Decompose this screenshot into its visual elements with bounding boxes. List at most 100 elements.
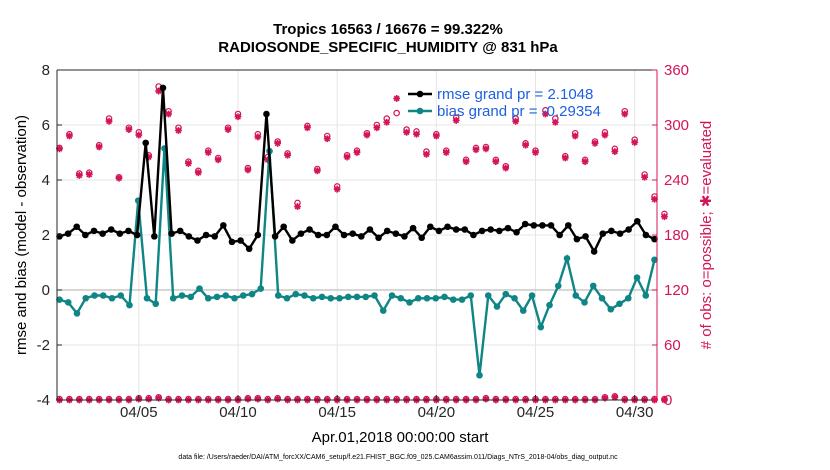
evaluated-obs-marker — [155, 87, 163, 95]
rmse-point — [616, 230, 624, 237]
evaluated-obs-marker — [115, 174, 123, 182]
bias-point — [99, 292, 107, 299]
evaluated-obs-marker — [85, 171, 93, 178]
bias-point — [169, 294, 177, 302]
rmse-point — [599, 230, 607, 237]
evaluated-obs-marker — [432, 132, 440, 140]
bias-point — [554, 282, 562, 290]
footnote: data file: /Users/raeder/DAI/ATM_forcXX/… — [178, 454, 618, 461]
bias-point — [301, 292, 308, 299]
evaluated-obs-marker — [323, 135, 331, 143]
bias-point — [598, 294, 606, 302]
y-tick-label: 4 — [42, 172, 50, 189]
evaluated-obs-marker — [452, 117, 460, 124]
evaluated-obs-marker — [125, 126, 133, 133]
bias-point — [406, 299, 413, 306]
rmse-point — [392, 230, 400, 237]
bias-point — [336, 294, 343, 302]
evaluated-obs-marker — [224, 126, 232, 133]
rmse-point — [375, 234, 382, 242]
rmse-point — [427, 223, 434, 231]
bias-point — [581, 299, 588, 306]
y-tick-label: -2 — [37, 337, 50, 354]
bias-point — [624, 294, 632, 302]
bias-point — [126, 301, 133, 309]
rmse-point — [452, 226, 460, 233]
evaluated-obs-marker — [611, 393, 619, 401]
rmse-point — [116, 230, 124, 237]
bias-point — [537, 323, 545, 331]
rmse-point — [495, 227, 503, 235]
rmse-point — [237, 237, 244, 244]
evaluated-obs-marker — [383, 118, 391, 126]
evaluated-obs-marker — [482, 145, 490, 153]
plot-area: 04/05 04/10 04/15 04/20 04/25 04/30 -4 -2 0 2 4 6 8 0… — [37, 62, 689, 421]
rmse-point — [73, 223, 81, 231]
evaluated-obs-marker — [542, 110, 549, 118]
evaluated-obs-marker — [631, 139, 639, 146]
evaluated-obs-marker — [601, 394, 609, 402]
bias-point — [257, 285, 265, 292]
rmse-point — [444, 223, 451, 231]
bias-point — [414, 294, 422, 302]
bias-point — [449, 296, 457, 303]
evaluated-obs-marker — [105, 117, 113, 125]
evaluated-obs-marker — [244, 166, 252, 174]
evaluated-obs-marker — [353, 149, 361, 156]
chart-title-line-2: RADIOSONDE_SPECIFIC_HUMIDITY @ 831 hPa — [218, 39, 558, 56]
evaluated-obs-marker — [492, 158, 500, 166]
rmse-point — [461, 226, 469, 233]
rmse-point — [202, 231, 210, 239]
bias-point — [502, 290, 510, 298]
rmse-point — [383, 227, 391, 235]
evaluated-obs-marker — [155, 394, 163, 402]
legend-label: bias grand pr = -0.29354 — [437, 103, 601, 120]
evaluated-obs-marker — [403, 128, 410, 136]
rmse-point — [194, 237, 201, 244]
bias-point — [231, 294, 238, 302]
rmse-point — [608, 227, 615, 235]
rmse-point — [228, 238, 236, 246]
rmse-point — [82, 231, 89, 239]
rmse-point — [530, 222, 538, 229]
rmse-point — [564, 222, 572, 229]
bias-point — [213, 293, 221, 301]
evaluated-obs-marker — [363, 131, 371, 139]
x-tick-label: 04/05 — [120, 404, 158, 421]
evaluated-obs-marker — [373, 124, 381, 132]
y2-tick-label: 60 — [664, 337, 681, 354]
rmse-point — [133, 231, 141, 239]
rmse-point — [358, 233, 365, 240]
evaluated-obs-marker — [601, 131, 609, 139]
evaluated-obs-marker — [393, 95, 401, 102]
rmse-line — [59, 87, 656, 255]
bias-point — [397, 294, 405, 302]
evaluated-obs-marker — [185, 160, 192, 167]
x-tick-label: 04/25 — [517, 404, 555, 421]
evaluated-obs-marker — [194, 169, 202, 177]
evaluated-obs-marker — [512, 117, 520, 125]
bias-point — [642, 292, 650, 299]
rmse-point — [332, 223, 339, 231]
evaluated-obs-marker — [472, 146, 480, 154]
bias-point — [616, 300, 623, 308]
rmse-point — [220, 222, 227, 229]
evaluated-obs-marker — [165, 110, 172, 118]
rmse-point — [64, 230, 72, 237]
rmse-point — [633, 217, 641, 225]
evaluated-obs-marker — [581, 158, 589, 166]
rmse-point — [478, 227, 486, 235]
bias-point — [292, 290, 300, 298]
bias-point — [423, 294, 431, 302]
x-tick-label: 04/20 — [418, 404, 456, 421]
rmse-point — [487, 226, 494, 233]
bias-point — [493, 303, 501, 310]
rmse-point — [254, 231, 262, 239]
bias-point — [327, 294, 335, 302]
rmse-point — [366, 226, 374, 233]
evaluated-obs-marker — [571, 132, 579, 140]
rmse-point — [99, 230, 106, 237]
rmse-point — [590, 248, 598, 255]
bias-point — [91, 292, 98, 299]
evaluated-obs-marker — [214, 156, 222, 164]
